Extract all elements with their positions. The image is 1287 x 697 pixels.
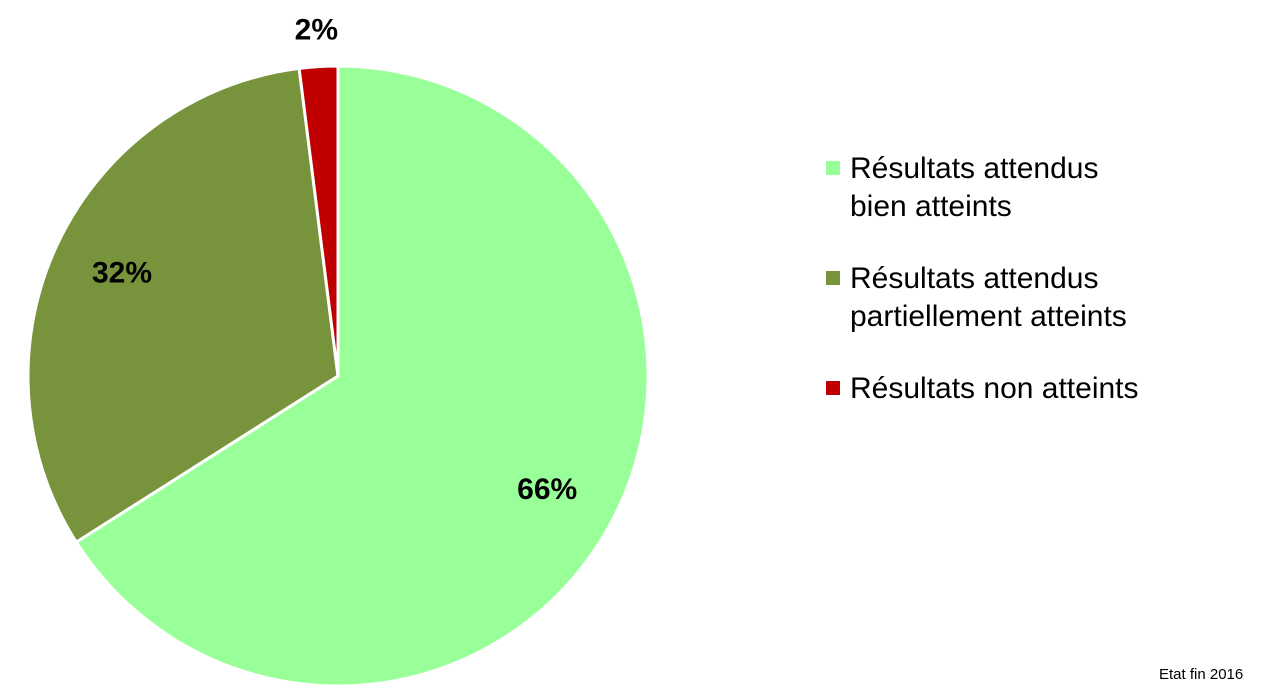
legend: Résultats attendus bien atteints Résultat… (826, 150, 1139, 442)
legend-swatch (826, 271, 840, 285)
pie-slice (297, 64, 340, 377)
data-label: 66% (517, 473, 577, 506)
data-label: 32% (92, 256, 152, 289)
legend-label: Résultats non atteints (850, 372, 1139, 405)
pie-slice (74, 64, 650, 688)
legend-swatch (826, 161, 840, 175)
legend-label: Résultats attendus bien atteints (850, 152, 1099, 223)
legend-item: Résultats non atteints (826, 370, 1139, 408)
data-label: 2% (295, 14, 338, 47)
annotation: Etat fin 2016 (1159, 666, 1244, 683)
chart: 66% 32% 2% (26, 14, 650, 688)
legend-item: Résultats attendus bien atteints (826, 150, 1139, 226)
legend-swatch (826, 381, 840, 395)
legend-label: Résultats attendus partiellement atteint… (850, 262, 1127, 333)
pie-slice (26, 66, 340, 545)
legend-item: Résultats attendus partiellement atteint… (826, 260, 1139, 336)
